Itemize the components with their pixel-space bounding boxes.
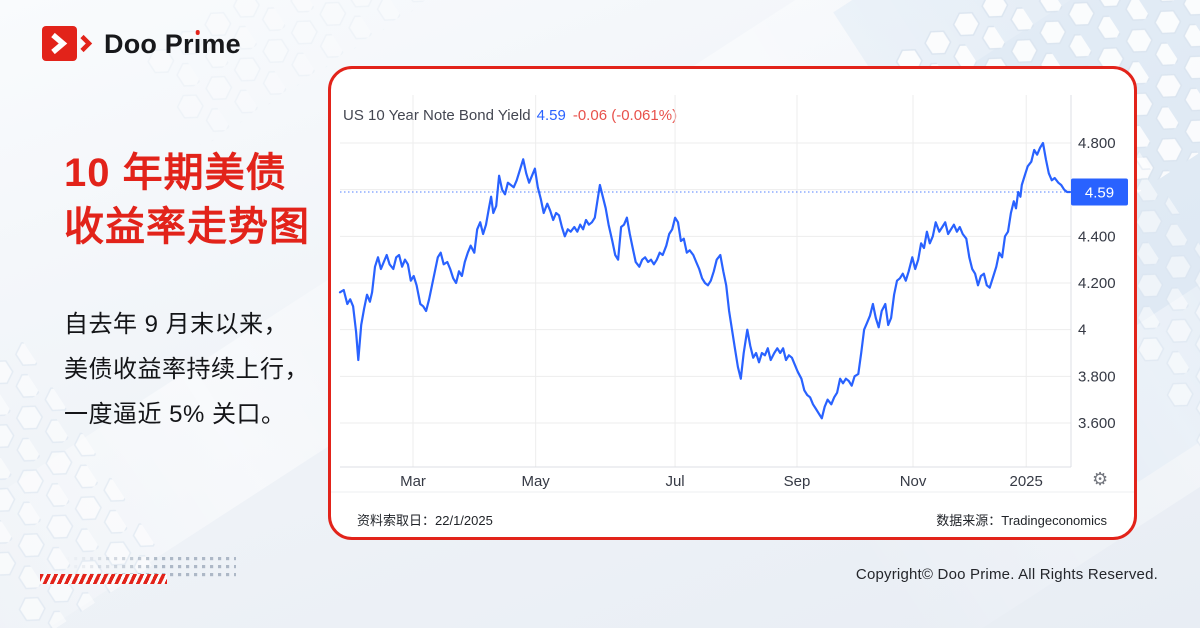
copyright-text: Copyright© Doo Prime. All Rights Reserve…: [855, 566, 1158, 583]
doo-prime-logo-text: Doo Prı me: [104, 28, 241, 59]
svg-text:3.800: 3.800: [1078, 368, 1116, 385]
doo-prime-logo: Doo Prı me: [42, 24, 241, 64]
page-title-line1: 10 年期美债: [64, 151, 287, 195]
description-line: 自去年 9 月末以来，: [64, 311, 289, 338]
svg-text:4.59: 4.59: [1085, 184, 1114, 201]
chart-card: US 10 Year Note Bond Yield 4.59 -0.06 (-0.…: [328, 66, 1137, 540]
chart-title: US 10 Year Note Bond Yield 4.59 -0.06 (-0.…: [343, 107, 677, 124]
logo-i-dot: [195, 30, 200, 35]
settings-icon[interactable]: ⚙: [1092, 469, 1109, 489]
svg-text:4.200: 4.200: [1078, 275, 1116, 292]
svg-text:3.600: 3.600: [1078, 415, 1116, 432]
data-source: 数据来源：Tradingeconomics: [936, 513, 1107, 528]
yield-line-chart: 4.800 4.400 4.200 4 3.800 3.600 Mar May Jul Sep No…: [331, 95, 1134, 493]
svg-text:Nov: Nov: [900, 473, 927, 490]
dots-pattern-decoration: [66, 557, 236, 577]
svg-text:Jul: Jul: [665, 473, 684, 490]
chart-instrument-name: US 10 Year Note Bond Yield: [343, 107, 531, 124]
page-title-line2: 收益率走势图: [64, 205, 310, 249]
red-stripe-decoration: [40, 574, 167, 584]
description-line: 美债收益率持续上行，: [64, 356, 309, 383]
data-retrieval-date: 资料索取日：22/1/2025: [357, 513, 493, 528]
svg-text:4: 4: [1078, 322, 1086, 339]
svg-text:Sep: Sep: [784, 473, 811, 490]
svg-text:4.400: 4.400: [1078, 228, 1116, 245]
svg-text:4.800: 4.800: [1078, 135, 1116, 152]
description-text: 自去年 9 月末以来， 美债收益率持续上行， 一度逼近 5% 关口。: [64, 302, 309, 437]
page-title: 10 年期美债 收益率走势图: [64, 146, 310, 254]
svg-text:May: May: [521, 473, 550, 490]
svg-text:2025: 2025: [1010, 473, 1043, 490]
description-line: 一度逼近 5% 关口。: [64, 401, 286, 428]
chart-last-value: 4.59: [536, 107, 566, 124]
svg-text:Mar: Mar: [400, 473, 426, 490]
chart-change-value: -0.06 (-0.061%): [572, 107, 678, 124]
doo-prime-logo-icon: [42, 26, 93, 61]
